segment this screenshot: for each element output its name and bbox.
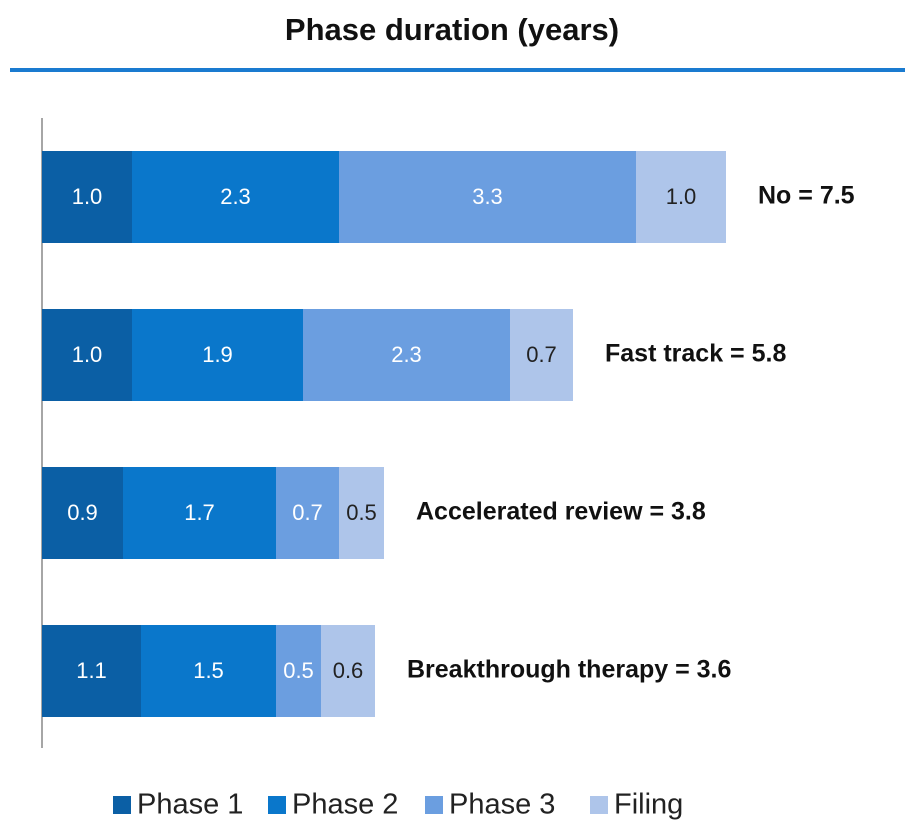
value-label: 1.5 [193, 658, 224, 683]
value-label: 0.5 [346, 500, 377, 525]
legend-swatch [590, 796, 608, 814]
value-label: 2.3 [391, 342, 422, 367]
bar-segment [510, 309, 573, 401]
value-label: 1.0 [666, 184, 697, 209]
legend-swatch [268, 796, 286, 814]
value-label: 0.5 [283, 658, 314, 683]
value-label: 1.0 [72, 342, 103, 367]
legend-label: Phase 3 [449, 789, 555, 821]
bar-segment [42, 467, 123, 559]
category-label: Breakthrough therapy = 3.6 [407, 656, 731, 684]
bar-segment [339, 467, 384, 559]
category-label: No = 7.5 [758, 182, 855, 210]
bar-segment [42, 309, 132, 401]
bar-segment [321, 625, 375, 717]
bar-segment [339, 151, 636, 243]
bar-segment [276, 467, 339, 559]
bar-segment [42, 625, 141, 717]
bar-segment [42, 151, 132, 243]
legend-swatch [425, 796, 443, 814]
value-label: 1.7 [184, 500, 215, 525]
legend-label: Phase 2 [292, 789, 398, 821]
legend-label: Phase 1 [137, 789, 243, 821]
bar-segment [141, 625, 276, 717]
value-label: 1.1 [76, 658, 107, 683]
bar-segment [303, 309, 510, 401]
bar-segment [123, 467, 276, 559]
category-label: Accelerated review = 3.8 [416, 498, 706, 526]
bar-segment [276, 625, 321, 717]
bar-segment [132, 151, 339, 243]
value-label: 2.3 [220, 184, 251, 209]
value-label: 0.7 [292, 500, 323, 525]
category-label: Fast track = 5.8 [605, 340, 786, 368]
value-label: 1.9 [202, 342, 233, 367]
chart-title: Phase duration (years) [285, 12, 619, 47]
bar-segment [636, 151, 726, 243]
value-label: 3.3 [472, 184, 503, 209]
legend-swatch [113, 796, 131, 814]
legend-label: Filing [614, 789, 683, 821]
bar-segment [132, 309, 303, 401]
value-label: 1.0 [72, 184, 103, 209]
value-label: 0.9 [67, 500, 98, 525]
value-label: 0.7 [526, 342, 557, 367]
value-label: 0.6 [333, 658, 364, 683]
